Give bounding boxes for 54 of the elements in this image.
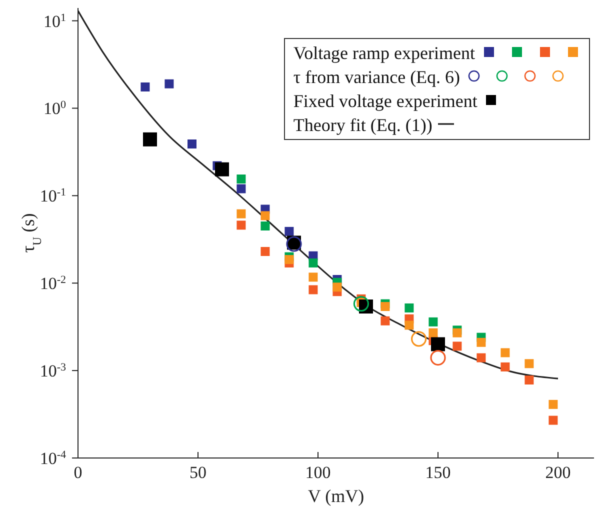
x-tick-label: 0 — [74, 463, 82, 482]
point — [380, 316, 390, 326]
point — [260, 211, 270, 220]
point — [308, 272, 318, 282]
point — [548, 416, 558, 425]
point — [236, 174, 246, 184]
y-tick-label: 10$^{-1}$ — [40, 186, 66, 206]
point — [140, 82, 150, 92]
point — [353, 296, 369, 312]
point — [476, 338, 486, 347]
y-tick-label: 10$^{1}$ — [44, 12, 66, 31]
point — [524, 359, 534, 368]
point — [380, 302, 390, 312]
legend-label: Theory fit (Eq. (1)) — [293, 114, 432, 134]
point — [236, 184, 246, 194]
point — [143, 132, 157, 146]
point — [500, 348, 510, 358]
point — [404, 303, 414, 312]
point — [188, 139, 196, 148]
point — [428, 328, 438, 338]
point — [236, 220, 246, 230]
legend-label: Fixed voltage experiment — [293, 90, 478, 110]
point — [428, 317, 438, 326]
point — [308, 258, 318, 268]
point — [332, 282, 342, 292]
point — [548, 400, 558, 409]
point — [411, 331, 427, 347]
y-tick-label: 10$^{-3}$ — [40, 362, 66, 381]
point — [500, 362, 510, 372]
point — [284, 255, 294, 264]
point — [452, 328, 462, 338]
point — [215, 162, 229, 176]
point — [452, 342, 462, 351]
point — [476, 353, 486, 362]
point — [524, 375, 534, 384]
point — [236, 209, 246, 218]
point — [284, 226, 294, 236]
point — [431, 337, 445, 352]
x-tick-label: 50 — [190, 463, 206, 482]
y-tick-label: 10$^{-2}$ — [40, 274, 66, 294]
x-axis-title: V (mV) — [308, 486, 364, 506]
legend-label: Voltage ramp experiment — [293, 42, 475, 62]
y-tick-label: 10$^{-4}$ — [40, 449, 66, 468]
y-tick-label: 10$^{0}$ — [44, 99, 66, 118]
x-tick-label: 150 — [425, 463, 451, 482]
x-tick-label: 100 — [305, 463, 331, 482]
x-tick-label: 200 — [545, 463, 571, 482]
point — [260, 246, 270, 256]
point — [430, 350, 446, 366]
point — [308, 285, 318, 294]
legend-label: τ from variance (Eq. 6) — [293, 66, 460, 86]
point — [164, 79, 174, 88]
point — [260, 221, 270, 230]
point — [404, 320, 414, 330]
